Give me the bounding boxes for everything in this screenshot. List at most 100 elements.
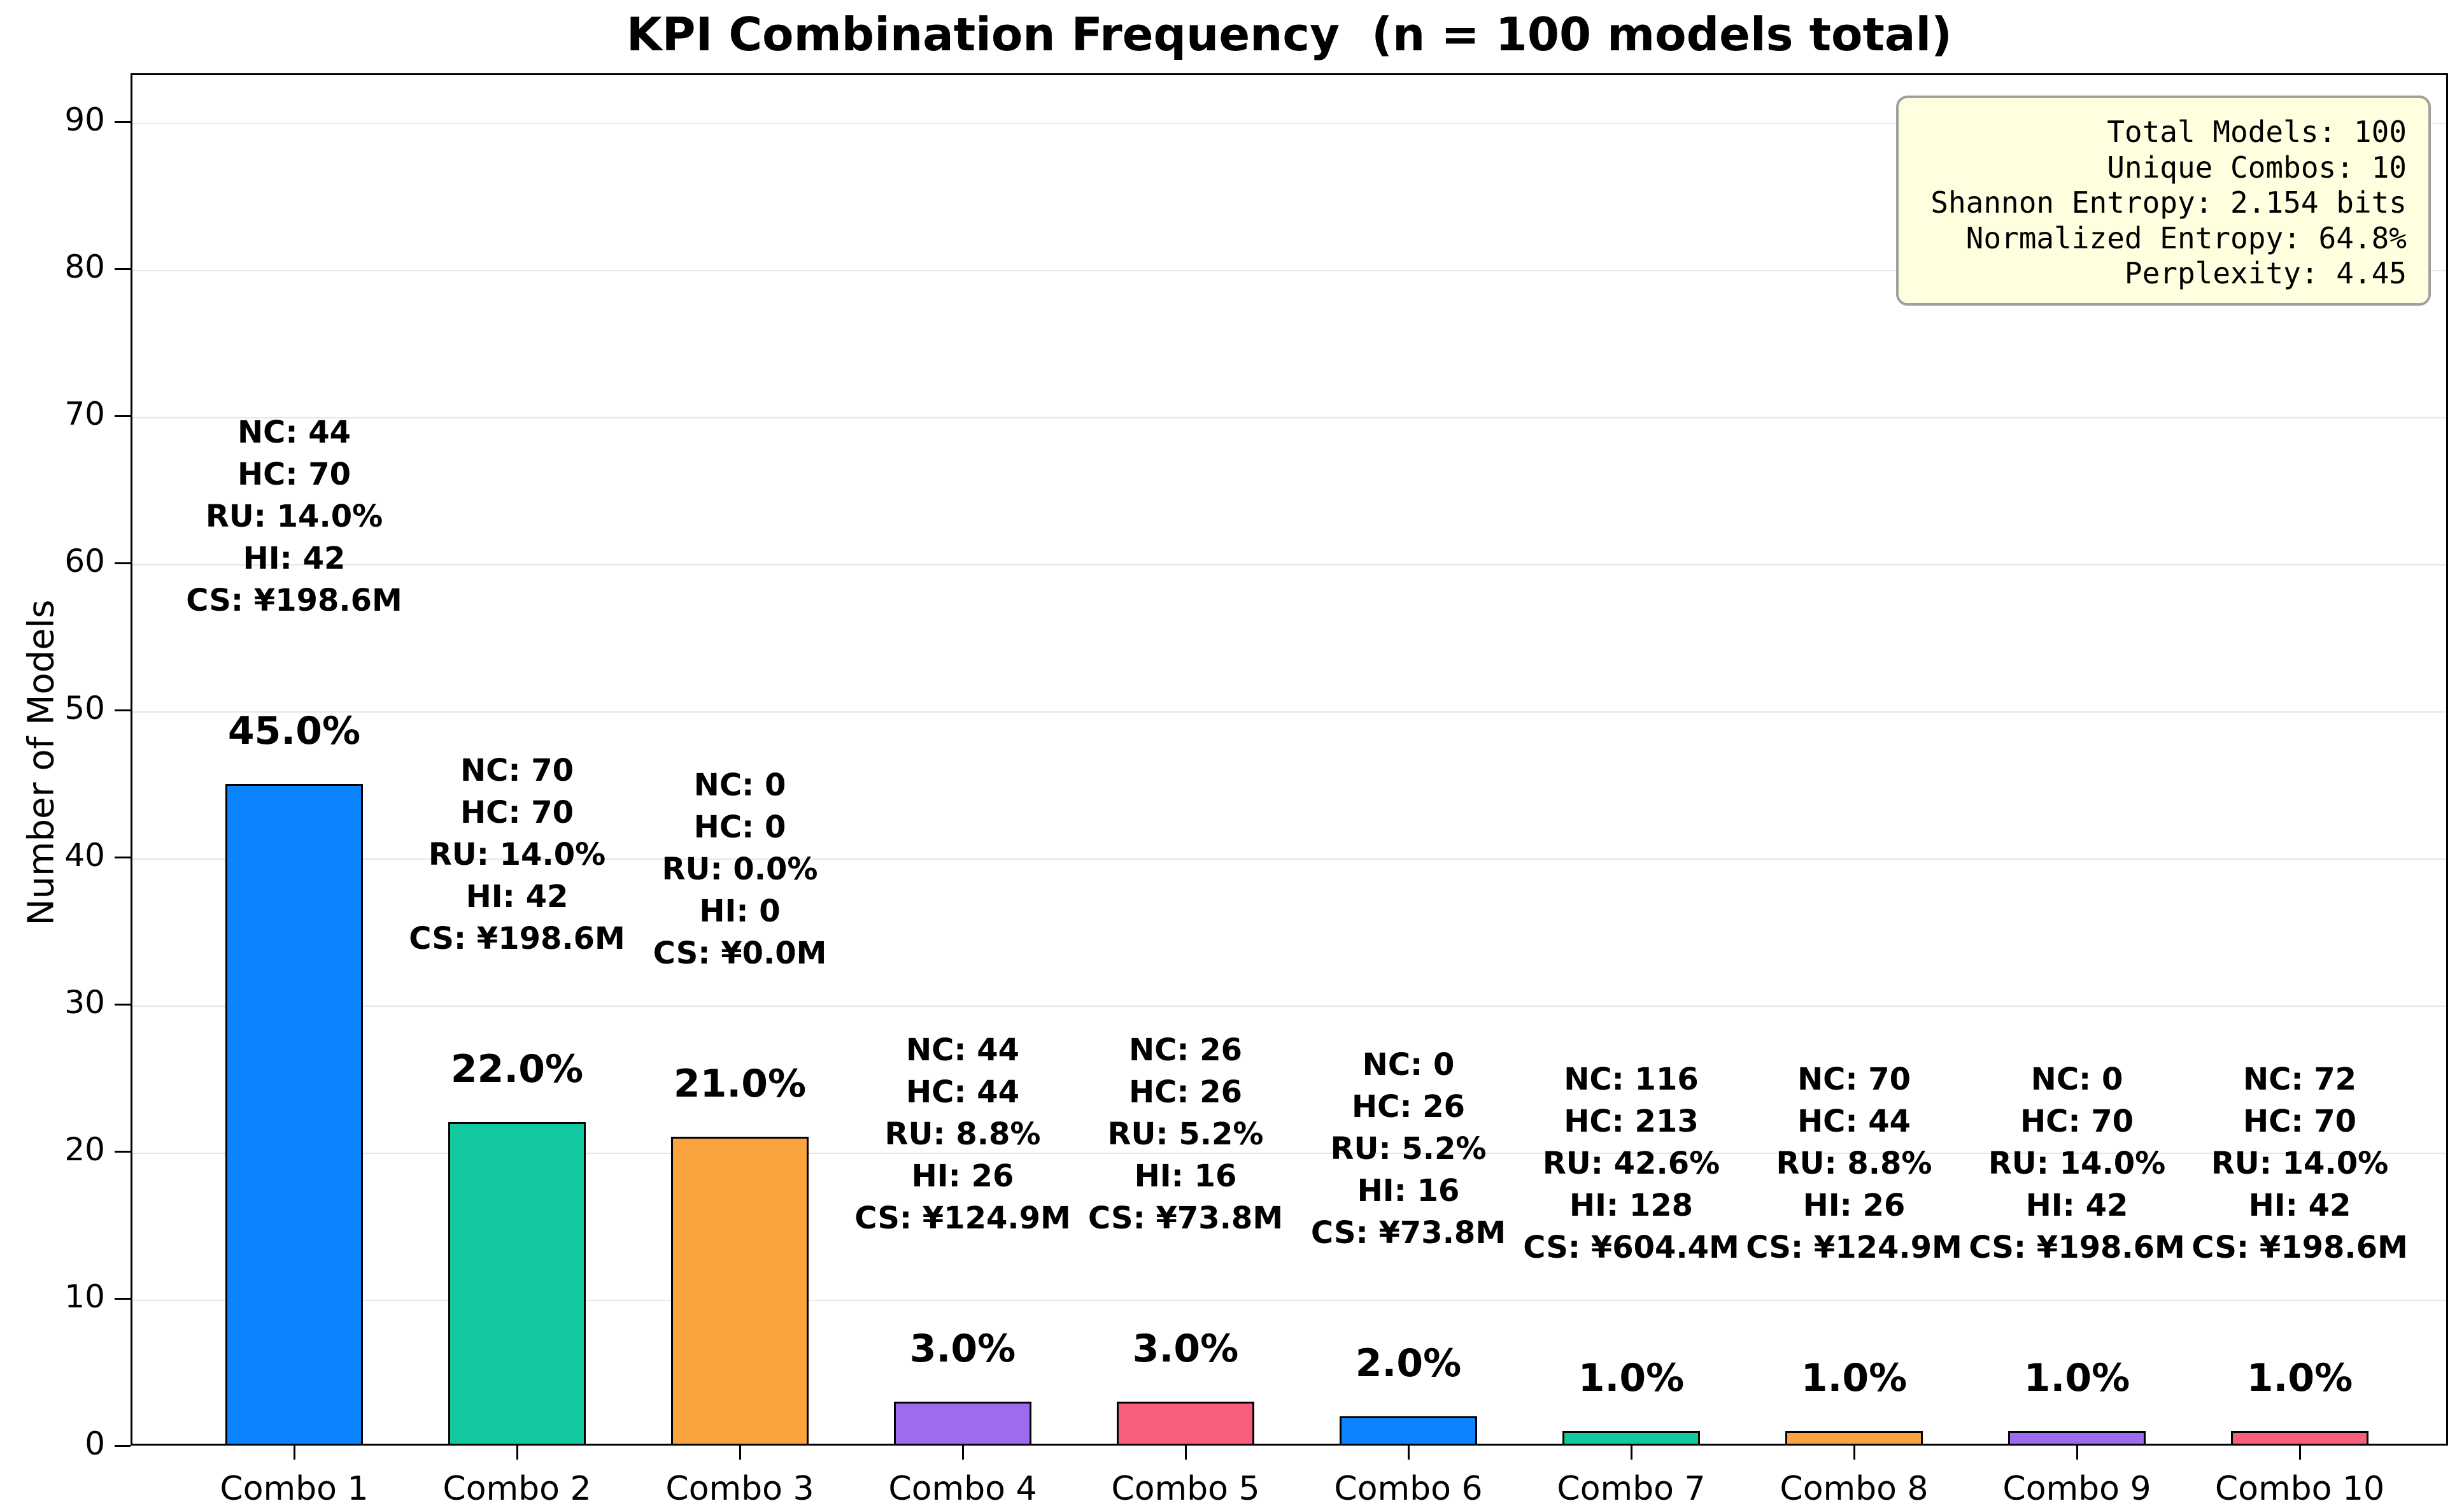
bar-annotation: NC: 70 HC: 44 RU: 8.8% HI: 26 CS: ¥124.9M <box>1663 1058 2045 1269</box>
x-tick-label: Combo 9 <box>2002 1470 2151 1508</box>
x-tick-mark <box>516 1446 518 1460</box>
bar-annotation-line: CS: ¥0.0M <box>653 935 827 971</box>
bar-annotation-line: NC: 26 <box>1128 1032 1243 1068</box>
y-tick-label: 90 <box>64 101 105 139</box>
bar-combo-9 <box>2008 1430 2146 1446</box>
bar-annotation: NC: 0 HC: 70 RU: 14.0% HI: 42 CS: ¥198.6M <box>1886 1058 2268 1269</box>
bar-annotation-line: HI: 42 <box>2025 1187 2128 1223</box>
y-axis-label: Number of Models <box>20 599 62 926</box>
gridline <box>132 711 2446 713</box>
bar-annotation-line: CS: ¥73.8M <box>1087 1200 1284 1236</box>
bar-annotation-line: HC: 26 <box>1128 1074 1243 1110</box>
bar-value-label: 21.0% <box>673 1061 807 1106</box>
bar-annotation-line: HC: 70 <box>237 456 351 492</box>
bar-annotation: NC: 0 HC: 0 RU: 0.0% HI: 0 CS: ¥0.0M <box>549 764 931 974</box>
gridline <box>132 417 2446 419</box>
bar-annotation-line: HI: 128 <box>1569 1187 1694 1223</box>
bar-value-label: 1.0% <box>2246 1355 2353 1400</box>
bar-annotation-line: HI: 42 <box>243 540 346 576</box>
x-tick-label: Combo 3 <box>665 1470 814 1508</box>
bar-annotation-line: RU: 5.2% <box>1330 1130 1487 1167</box>
bar-annotation-line: CS: ¥198.6M <box>186 582 402 618</box>
bar-annotation-line: HI: 16 <box>1134 1158 1237 1194</box>
bar-annotation-line: RU: 42.6% <box>1542 1145 1720 1181</box>
stats-box: Total Models: 100 Unique Combos: 10 Shan… <box>1896 96 2431 306</box>
y-tick-label: 70 <box>64 395 105 433</box>
bar-combo-1 <box>225 783 363 1446</box>
bar-annotation-line: CS: ¥198.6M <box>1969 1229 2185 1265</box>
stats-line-shannon-entropy: Shannon Entropy: 2.154 bits <box>1930 185 2407 220</box>
x-tick-label: Combo 2 <box>443 1470 591 1508</box>
bar-annotation: NC: 72 HC: 70 RU: 14.0% HI: 42 CS: ¥198.6M <box>2109 1058 2464 1269</box>
y-tick-label: 60 <box>64 543 105 580</box>
gridline <box>132 1300 2446 1302</box>
x-tick-mark <box>739 1446 741 1460</box>
x-tick-mark <box>2299 1446 2301 1460</box>
bar-annotation-line: CS: ¥604.4M <box>1523 1229 1739 1265</box>
bar-annotation-line: RU: 14.0% <box>1988 1145 2166 1181</box>
bar-annotation-line: NC: 0 <box>2030 1061 2123 1097</box>
gridline <box>132 1153 2446 1155</box>
bar-annotation: NC: 44 HC: 44 RU: 8.8% HI: 26 CS: ¥124.9M <box>772 1029 1154 1239</box>
bar-annotation-line: NC: 44 <box>237 414 351 450</box>
y-tick-label: 80 <box>64 248 105 286</box>
x-tick-label: Combo 5 <box>1111 1470 1260 1508</box>
bar-annotation-line: NC: 0 <box>693 767 786 803</box>
x-tick-mark <box>2076 1446 2078 1460</box>
bar-annotation-line: CS: ¥198.6M <box>409 920 625 957</box>
gridline <box>132 564 2446 566</box>
bar-annotation-line: NC: 70 <box>460 752 574 788</box>
bar-annotation: NC: 26 HC: 26 RU: 5.2% HI: 16 CS: ¥73.8M <box>995 1029 1377 1239</box>
bar-annotation-line: HI: 16 <box>1357 1172 1460 1209</box>
stats-line-unique-combos: Unique Combos: 10 <box>2107 150 2407 185</box>
bar-combo-3 <box>671 1136 809 1446</box>
bar-annotation-line: HI: 42 <box>465 878 569 914</box>
x-tick-label: Combo 8 <box>1780 1470 1929 1508</box>
y-tick-mark <box>115 709 131 712</box>
bar-value-label: 45.0% <box>227 708 361 753</box>
stats-line-total-models: Total Models: 100 <box>2107 115 2407 149</box>
x-tick-label: Combo 1 <box>220 1470 369 1508</box>
bar-value-label: 1.0% <box>1578 1355 1685 1400</box>
bar-annotation-line: HC: 70 <box>2020 1103 2134 1139</box>
bar-annotation-line: NC: 72 <box>2242 1061 2357 1097</box>
x-tick-label: Combo 7 <box>1557 1470 1706 1508</box>
bar-annotation-line: HC: 70 <box>460 794 574 830</box>
bar-annotation-line: RU: 5.2% <box>1107 1116 1264 1152</box>
x-tick-mark <box>962 1446 964 1460</box>
bar-annotation: NC: 0 HC: 26 RU: 5.2% HI: 16 CS: ¥73.8M <box>1217 1044 1599 1254</box>
chart-title: KPI Combination Frequency (n = 100 model… <box>626 8 1953 61</box>
bar-annotation-line: HC: 70 <box>2242 1103 2357 1139</box>
bar-value-label: 3.0% <box>1132 1326 1239 1371</box>
bar-combo-2 <box>448 1121 586 1446</box>
y-tick-mark <box>115 268 131 271</box>
x-tick-label: Combo 4 <box>888 1470 1037 1508</box>
bar-annotation-line: RU: 0.0% <box>662 851 818 887</box>
bar-annotation-line: NC: 116 <box>1564 1061 1699 1097</box>
bar-annotation: NC: 44 HC: 70 RU: 14.0% HI: 42 CS: ¥198.6M <box>103 411 485 622</box>
y-tick-label: 50 <box>64 690 105 727</box>
bar-annotation-line: CS: ¥124.9M <box>1746 1229 1962 1265</box>
bar-annotation-line: NC: 44 <box>905 1032 1020 1068</box>
y-tick-mark <box>115 1445 131 1447</box>
y-tick-mark <box>115 562 131 565</box>
x-tick-label: Combo 6 <box>1334 1470 1483 1508</box>
bar-combo-6 <box>1340 1416 1477 1446</box>
bar-annotation-line: RU: 8.8% <box>1776 1145 1932 1181</box>
bar-annotation-line: HI: 26 <box>911 1158 1014 1194</box>
y-tick-mark <box>115 415 131 418</box>
bar-value-label: 2.0% <box>1355 1341 1462 1386</box>
bar-annotation-line: HI: 42 <box>2248 1187 2351 1223</box>
x-tick-mark <box>1631 1446 1632 1460</box>
bar-annotation-line: RU: 14.0% <box>2211 1145 2389 1181</box>
bar-value-label: 3.0% <box>909 1326 1016 1371</box>
y-tick-mark <box>115 1298 131 1300</box>
y-tick-mark <box>115 1151 131 1153</box>
y-tick-label: 30 <box>64 984 105 1021</box>
bar-annotation-line: HC: 44 <box>1797 1103 1911 1139</box>
bar-annotation-line: HI: 26 <box>1802 1187 1906 1223</box>
bar-annotation-line: RU: 14.0% <box>205 498 383 534</box>
bar-value-label: 1.0% <box>1801 1355 1908 1400</box>
bar-combo-10 <box>2231 1430 2368 1446</box>
